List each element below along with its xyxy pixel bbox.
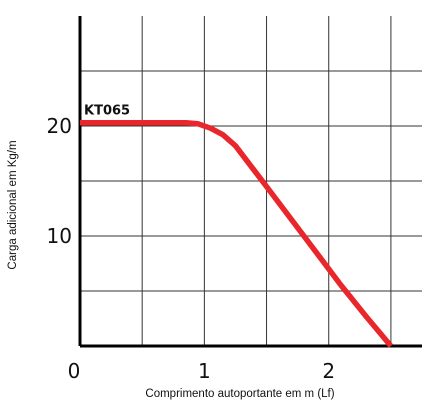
series-line-0 — [80, 119, 394, 348]
grid-lines — [80, 16, 422, 346]
y-tick-label-1: 10 — [47, 224, 72, 248]
tick-labels: 0 1 2 10 20 — [47, 114, 336, 383]
x-axis-title: Comprimento autoportante em m (Lf) — [145, 388, 334, 400]
x-tick-label-origin: 0 — [68, 359, 81, 383]
y-axis-title: Carga adicional em Kg/m — [7, 140, 19, 269]
series-label-kt065: KT065 — [84, 104, 130, 119]
x-tick-label-4: 2 — [322, 359, 335, 383]
axes — [78, 16, 422, 348]
x-tick-label-2: 1 — [198, 359, 211, 383]
y-tick-label-3: 20 — [47, 114, 72, 138]
data-series — [80, 119, 394, 348]
